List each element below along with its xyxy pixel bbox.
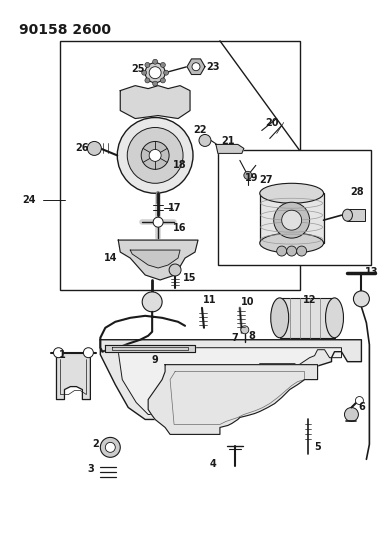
Circle shape [277,246,287,256]
Polygon shape [105,345,195,352]
Circle shape [53,348,64,358]
Circle shape [160,78,165,83]
Text: 8: 8 [249,331,255,341]
Text: 12: 12 [303,295,316,305]
Text: 9: 9 [152,354,158,365]
Circle shape [345,408,358,422]
Text: 3: 3 [87,464,94,474]
Circle shape [105,442,115,453]
Text: 16: 16 [173,223,187,233]
Bar [60,41,299,290]
Text: 14: 14 [103,253,117,263]
Text: 25: 25 [131,64,145,74]
Circle shape [160,62,165,68]
Circle shape [282,210,301,230]
Text: 22: 22 [193,125,207,135]
Circle shape [241,326,249,334]
Circle shape [142,292,162,312]
Circle shape [141,141,169,169]
Polygon shape [118,348,341,415]
Text: 20: 20 [265,117,278,127]
Ellipse shape [325,298,343,338]
Text: 23: 23 [206,62,220,72]
Circle shape [153,217,163,227]
Text: 2: 2 [92,439,99,449]
Circle shape [100,438,120,457]
Text: 27: 27 [259,175,272,185]
Text: 24: 24 [22,195,35,205]
Circle shape [145,62,150,68]
Circle shape [192,63,200,71]
Polygon shape [56,354,91,400]
Circle shape [117,118,193,193]
Polygon shape [148,365,318,434]
Ellipse shape [260,233,323,253]
Circle shape [145,63,165,83]
Circle shape [356,397,363,405]
Circle shape [87,141,102,156]
Ellipse shape [343,209,352,221]
Circle shape [287,246,297,256]
Circle shape [149,67,161,79]
Circle shape [354,291,369,307]
Circle shape [83,348,93,358]
Text: 18: 18 [173,160,187,171]
Circle shape [163,70,169,75]
Text: 13: 13 [365,267,378,277]
Circle shape [297,246,307,256]
Text: 28: 28 [350,187,364,197]
Polygon shape [216,144,244,154]
Text: 21: 21 [221,136,235,147]
Text: 90158 2600: 90158 2600 [19,23,111,37]
Text: 26: 26 [76,143,89,154]
Text: 15: 15 [183,273,197,283]
Text: 19: 19 [245,173,259,183]
Circle shape [152,59,158,64]
Circle shape [199,134,211,147]
Circle shape [169,264,181,276]
Bar [280,298,334,338]
Circle shape [127,127,183,183]
Circle shape [152,81,158,86]
Ellipse shape [271,298,289,338]
Bar [218,150,371,265]
Text: 1: 1 [59,350,66,360]
Polygon shape [100,340,361,419]
Bar [260,193,323,243]
Circle shape [244,171,252,179]
Ellipse shape [260,183,323,203]
Circle shape [142,70,147,75]
Polygon shape [130,250,180,268]
Polygon shape [120,86,190,118]
Bar [347,209,365,221]
Text: 17: 17 [168,203,182,213]
Text: 6: 6 [358,402,365,413]
Circle shape [149,149,161,161]
Circle shape [145,78,150,83]
Text: 11: 11 [203,295,217,305]
Text: 5: 5 [314,442,321,453]
Polygon shape [118,240,198,280]
Text: 10: 10 [241,297,254,307]
Circle shape [274,202,310,238]
Text: 4: 4 [210,459,216,469]
Polygon shape [187,59,205,75]
Text: 7: 7 [232,333,238,343]
